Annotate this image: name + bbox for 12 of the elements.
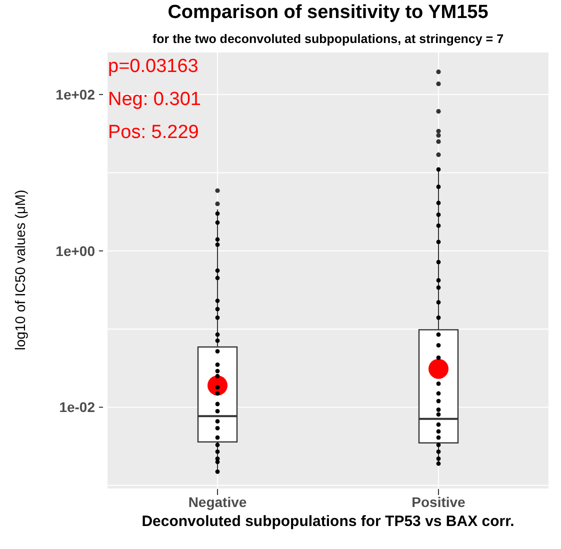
x-tick-label: Negative bbox=[188, 494, 247, 510]
chart-subtitle: for the two deconvoluted subpopulations, at stringency = 7 bbox=[151, 32, 505, 46]
y-tick-label: 1e-02 bbox=[59, 399, 96, 416]
y-axis-title: log10 of IC50 values (μM) bbox=[12, 190, 28, 350]
annotation: Pos: 5.229 bbox=[108, 121, 200, 145]
y-tick-label: 1e+02 bbox=[56, 86, 96, 103]
x-tick-label: Positive bbox=[412, 494, 466, 510]
annotation: p=0.03163 bbox=[108, 55, 200, 79]
y-tick-label: 1e+00 bbox=[56, 242, 96, 259]
annotation: Neg: 0.301 bbox=[108, 88, 201, 112]
x-axis-title: Deconvoluted subpopulations for TP53 vs BAX corr. bbox=[140, 513, 516, 530]
chart-title: Comparison of sensitivity to YM155 bbox=[166, 2, 490, 24]
